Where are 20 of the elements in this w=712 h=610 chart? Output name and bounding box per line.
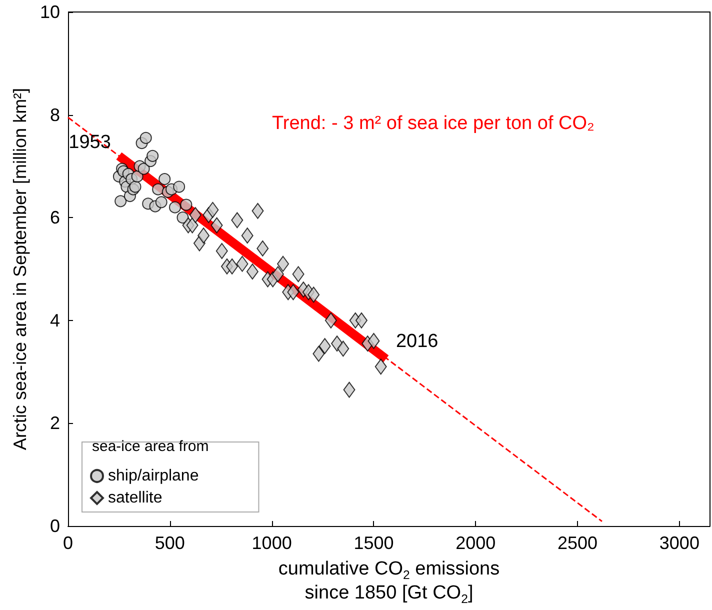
annotation: 1953 <box>68 132 111 153</box>
x-tick-label: 500 <box>154 533 185 553</box>
y-tick-label: 0 <box>50 516 60 536</box>
x-tick-label: 2500 <box>558 533 598 553</box>
x-tick-label: 3000 <box>659 533 700 553</box>
legend-label: satellite <box>108 490 162 506</box>
x-tick-label: 1000 <box>252 533 292 553</box>
y-tick-label: 2 <box>50 413 60 434</box>
y-tick-label: 8 <box>50 104 60 125</box>
legend-title: sea-ice area from <box>92 438 209 455</box>
y-axis-title: Arctic sea-ice area in September [million km²] <box>10 88 30 450</box>
y-tick-label: 10 <box>40 2 60 22</box>
annotation: 2016 <box>396 330 438 352</box>
x-tick-label: 2000 <box>456 533 496 553</box>
legend-label: ship/airplane <box>108 468 199 484</box>
x-tick-label: 1500 <box>354 533 394 553</box>
annotation: Trend: - 3 m² of sea ice per ton of CO₂ <box>272 113 594 134</box>
x-tick-label: 0 <box>62 533 74 553</box>
y-tick-label: 4 <box>50 310 60 330</box>
y-tick-label: 6 <box>50 208 60 228</box>
